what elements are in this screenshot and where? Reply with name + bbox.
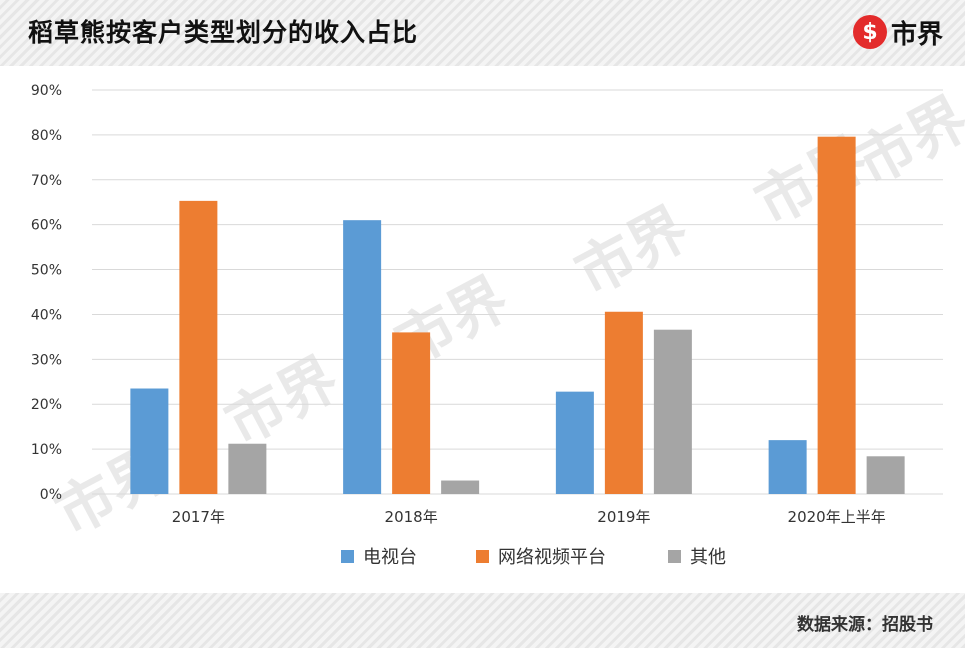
y-tick-label: 20% (31, 397, 62, 413)
watermark-text: 市界 (215, 344, 349, 459)
legend-label: 网络视频平台 (498, 547, 606, 568)
bar-电视台 (768, 440, 807, 494)
x-axis-ticks: 2017年 2018年 2019年 2020年上半年 (172, 508, 886, 526)
legend-swatch (476, 550, 489, 563)
bar-电视台 (555, 391, 594, 494)
bar-网络视频平台 (604, 311, 643, 494)
bar-网络视频平台 (817, 136, 856, 494)
x-tick-label: 2018年 (385, 508, 438, 526)
bar-其他 (228, 443, 267, 494)
y-tick-label: 70% (31, 173, 62, 189)
y-tick-label: 10% (31, 442, 62, 458)
y-tick-label: 50% (31, 263, 62, 279)
watermark-text: 市界 (565, 194, 699, 309)
data-source: 数据来源：招股书 (797, 615, 933, 635)
y-tick-label: 80% (31, 128, 62, 144)
y-tick-label: 30% (31, 352, 62, 368)
y-tick-label: 90% (31, 83, 62, 99)
footer-bar: 数据来源：招股书 (0, 593, 965, 648)
bar-其他 (866, 456, 905, 494)
x-tick-label: 2017年 (172, 508, 225, 526)
x-tick-label: 2019年 (597, 508, 650, 526)
bar-其他 (653, 329, 692, 494)
legend-swatch (668, 550, 681, 563)
brand-logo: $ 市界 (852, 12, 943, 52)
legend-label: 电视台 (363, 547, 417, 568)
legend-label: 其他 (690, 547, 726, 568)
y-tick-label: 60% (31, 218, 62, 234)
chart-title: 稻草熊按客户类型划分的收入占比 (28, 18, 419, 47)
x-tick-label: 2020年上半年 (788, 508, 886, 526)
bar-其他 (441, 480, 480, 494)
legend: 电视台 网络视频平台 其他 (341, 547, 726, 568)
legend-swatch (341, 550, 354, 563)
y-tick-label: 40% (31, 307, 62, 323)
header-bar: 稻草熊按客户类型划分的收入占比 $ 市界 (0, 0, 965, 66)
y-axis-ticks: 0% 10% 20% 30% 40% 50% 60% 70% 80% 90% (31, 83, 62, 503)
bars (130, 136, 905, 494)
y-tick-label: 0% (40, 487, 62, 503)
bar-电视台 (343, 220, 382, 494)
bar-网络视频平台 (392, 332, 431, 494)
bar-网络视频平台 (179, 200, 218, 494)
logo-name: 市界 (890, 19, 943, 50)
bar-电视台 (130, 388, 169, 494)
logo-mark-icon: $ (852, 15, 887, 49)
